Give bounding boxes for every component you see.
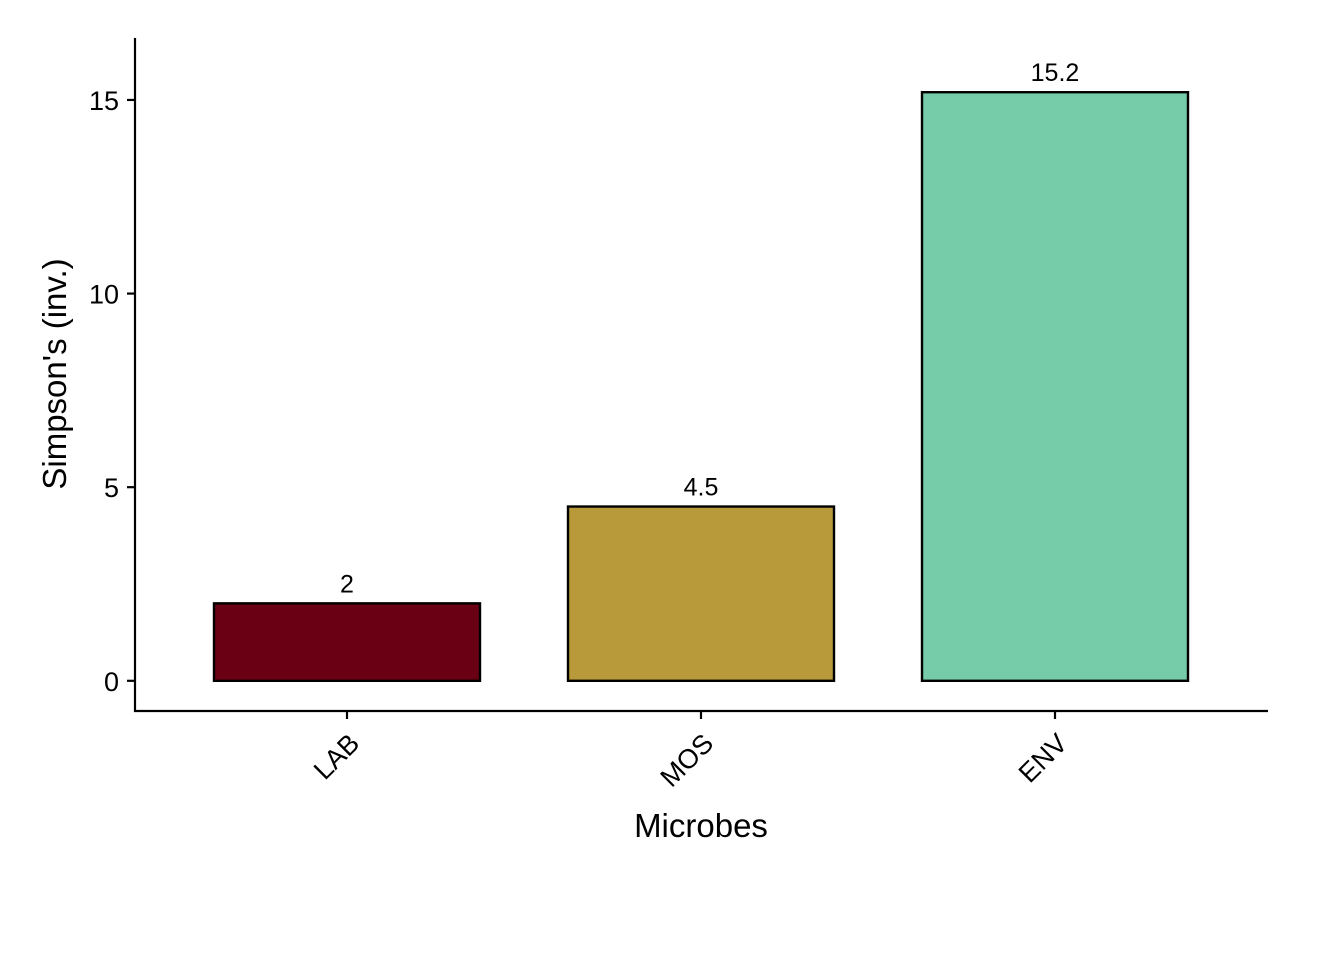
- bar-lab: [212, 602, 482, 682]
- y-tick-label-5: 5: [104, 473, 119, 503]
- y-tick-label-10: 10: [89, 280, 119, 310]
- bar-env: [920, 91, 1190, 682]
- x-ticks-group: LAB MOS ENV: [308, 711, 1073, 793]
- x-tick-label-lab: LAB: [308, 728, 365, 785]
- data-label-mos: 4.5: [684, 474, 719, 502]
- data-label-env: 15.2: [1031, 59, 1080, 87]
- y-tick-label-15: 15: [89, 86, 119, 116]
- bars-group: [212, 91, 1190, 682]
- data-label-lab: 2: [340, 570, 354, 598]
- y-ticks-group: 0 5 10 15: [89, 86, 135, 697]
- data-labels-group: 2 4.5 15.2: [340, 59, 1079, 598]
- x-tick-label-mos: MOS: [655, 728, 720, 793]
- x-axis-title: Microbes: [634, 807, 768, 844]
- y-tick-label-0: 0: [104, 667, 119, 697]
- x-tick-label-env: ENV: [1013, 728, 1073, 788]
- y-axis-title: Simpson's (inv.): [36, 258, 73, 489]
- bar-mos: [566, 505, 836, 682]
